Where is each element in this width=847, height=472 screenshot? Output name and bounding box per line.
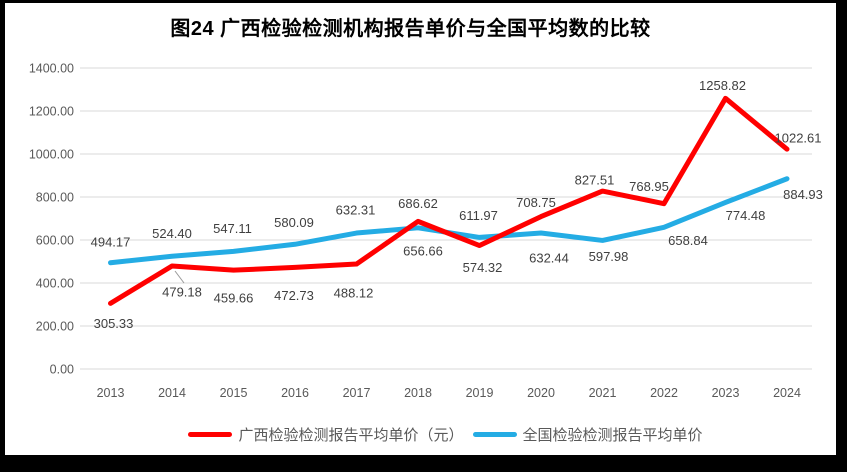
x-axis-tick-label: 2024 <box>773 386 801 400</box>
data-label: 524.40 <box>152 226 192 241</box>
data-label: 305.33 <box>94 316 134 331</box>
legend-item-guangxi: 广西检验检测报告平均单价（元） <box>188 424 464 445</box>
y-axis-tick-label: 1200.00 <box>29 105 74 119</box>
data-label: 632.44 <box>529 251 569 266</box>
data-label: 1022.61 <box>775 131 822 146</box>
data-label: 768.95 <box>629 179 669 194</box>
y-axis-tick-label: 1000.00 <box>29 148 74 162</box>
data-label: 708.75 <box>516 195 556 210</box>
data-label: 611.97 <box>459 208 498 223</box>
legend-item-national: 全国检验检测报告平均单价 <box>472 424 703 445</box>
data-label: 547.11 <box>213 221 252 236</box>
data-label: 884.93 <box>783 187 823 202</box>
data-label: 459.66 <box>214 291 254 306</box>
y-axis-tick-label: 1400.00 <box>29 62 74 76</box>
x-axis-tick-label: 2013 <box>97 386 125 400</box>
y-axis-tick-label: 400.00 <box>36 277 74 291</box>
legend: 广西检验检测报告平均单价（元） 全国检验检测报告平均单价 <box>22 424 847 445</box>
blue-line-swatch-icon <box>472 432 517 437</box>
data-label: 686.62 <box>398 196 438 211</box>
x-axis-tick-label: 2017 <box>343 386 371 400</box>
y-axis-tick-label: 200.00 <box>36 320 74 334</box>
data-label: 472.73 <box>274 288 314 303</box>
x-axis-tick-label: 2022 <box>650 386 678 400</box>
data-label: 597.98 <box>589 249 629 264</box>
legend-label-guangxi: 广西检验检测报告平均单价（元） <box>238 427 464 444</box>
data-label: 488.12 <box>334 286 374 301</box>
label-leader-line <box>174 270 185 284</box>
y-axis-tick-label: 600.00 <box>36 234 74 248</box>
chart-title: 图24 广西检验检测机构报告单价与全国平均数的比较 <box>170 18 651 40</box>
y-axis-tick-label: 0.00 <box>50 363 74 377</box>
data-label: 658.84 <box>668 233 708 248</box>
data-label: 1258.82 <box>699 78 746 93</box>
data-label: 494.17 <box>91 234 131 249</box>
x-axis-tick-label: 2019 <box>466 386 494 400</box>
data-label: 774.48 <box>726 208 766 223</box>
data-label: 580.09 <box>274 215 314 230</box>
data-label: 632.31 <box>336 203 376 218</box>
x-axis-tick-label: 2021 <box>589 386 617 400</box>
x-axis-tick-label: 2018 <box>404 386 432 400</box>
x-axis-tick-label: 2020 <box>527 386 555 400</box>
legend-label-national: 全国检验检测报告平均单价 <box>522 427 703 444</box>
x-axis-tick-label: 2014 <box>158 386 186 400</box>
x-axis-tick-label: 2023 <box>712 386 740 400</box>
y-axis-tick-label: 800.00 <box>36 191 74 205</box>
series-line-national <box>108 176 790 266</box>
data-label: 574.32 <box>463 260 503 275</box>
x-axis-tick-label: 2015 <box>220 386 248 400</box>
data-label: 827.51 <box>575 173 615 188</box>
red-line-swatch-icon <box>188 432 233 437</box>
data-label: 656.66 <box>403 243 443 258</box>
data-label: 479.18 <box>162 284 202 299</box>
series-line-guangxi <box>108 95 790 306</box>
x-axis-tick-label: 2016 <box>281 386 309 400</box>
